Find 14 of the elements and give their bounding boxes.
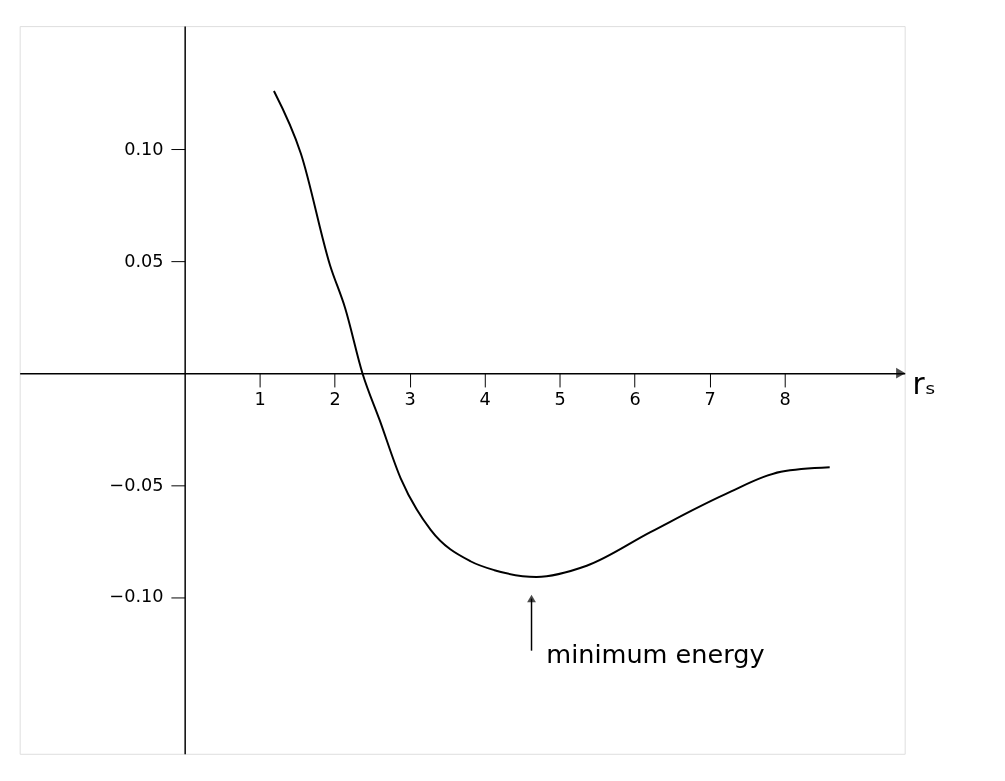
x-tick-label: 4: [479, 389, 491, 410]
x-tick-label: 2: [329, 389, 341, 410]
x-tick-label: 5: [554, 389, 566, 410]
y-tick-label: −0.10: [109, 586, 164, 607]
x-tick-label: 3: [404, 389, 416, 410]
y-tick-label: 0.10: [124, 138, 164, 159]
x-axis-title: rₛ: [912, 366, 936, 401]
y-tick-label: −0.05: [109, 474, 164, 495]
x-tick-label: 8: [779, 389, 791, 410]
x-tick-label: 7: [704, 389, 716, 410]
y-tick-label: 0.05: [124, 250, 164, 271]
x-tick-label: 1: [254, 389, 266, 410]
x-tick-label: 6: [629, 389, 641, 410]
annotation: minimum energy: [546, 639, 765, 670]
